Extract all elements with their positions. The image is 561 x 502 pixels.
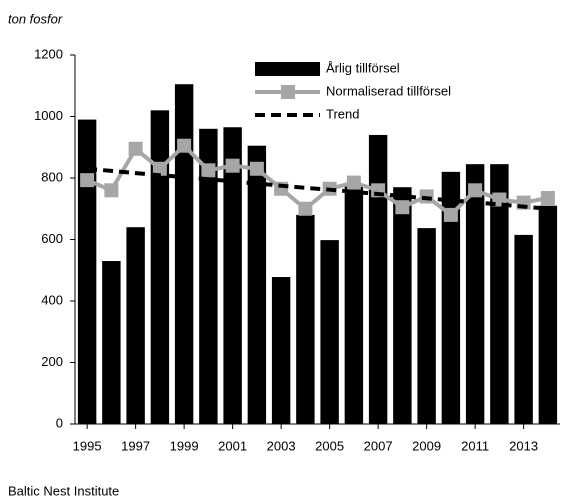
bar	[296, 214, 315, 424]
marker	[104, 183, 119, 198]
bar	[174, 84, 194, 425]
y-tick-label: 600	[41, 231, 63, 246]
bar	[271, 277, 291, 424]
marker	[395, 200, 410, 215]
marker	[298, 201, 313, 216]
source: Baltic Nest Institute	[8, 483, 119, 498]
x-tick-label: 2001	[218, 438, 247, 453]
legend-label: Normaliserad tillförsel	[326, 83, 451, 98]
bar	[514, 234, 533, 424]
x-tick-label: 2005	[315, 438, 344, 453]
marker	[443, 207, 458, 222]
marker	[468, 183, 483, 198]
marker	[128, 141, 143, 156]
marker	[249, 161, 264, 176]
bar	[417, 228, 436, 424]
marker	[201, 163, 216, 178]
marker	[346, 175, 361, 190]
x-tick-label: 2009	[412, 438, 441, 453]
marker	[225, 158, 240, 173]
x-tick-label: 2003	[267, 438, 296, 453]
legend-label: Årlig tillförsel	[326, 60, 400, 75]
legend-swatch	[255, 62, 320, 76]
y-axis-label: ton fosfor	[8, 11, 63, 26]
bar	[441, 171, 461, 424]
x-tick-label: 1995	[73, 438, 102, 453]
marker	[177, 138, 192, 153]
bar	[320, 240, 339, 424]
bar	[490, 164, 509, 424]
y-tick-label: 1000	[34, 108, 63, 123]
x-tick-label: 2011	[461, 438, 489, 453]
y-tick-label: 800	[41, 169, 63, 184]
legend-label: Trend	[326, 106, 359, 121]
marker	[152, 161, 167, 176]
y-tick-label: 0	[56, 415, 63, 430]
x-tick-label: 2013	[509, 438, 538, 453]
bar	[223, 127, 242, 424]
x-tick-label: 2007	[364, 438, 393, 453]
bar	[150, 110, 170, 424]
bar	[199, 128, 218, 425]
marker	[80, 173, 95, 188]
bar	[465, 164, 485, 424]
bar	[368, 134, 388, 424]
bar	[126, 227, 145, 424]
bar	[344, 184, 364, 424]
marker	[540, 190, 555, 205]
y-tick-label: 200	[41, 354, 63, 369]
bar	[538, 205, 558, 424]
bar	[393, 187, 412, 424]
bar	[102, 261, 121, 424]
x-tick-label: 1997	[121, 438, 150, 453]
trend-line	[86, 166, 549, 211]
bar	[77, 119, 97, 424]
y-tick-label: 1200	[34, 46, 63, 61]
bar	[247, 145, 267, 424]
legend-marker	[281, 85, 295, 99]
y-tick-label: 400	[41, 292, 63, 307]
x-tick-label: 1999	[170, 438, 199, 453]
